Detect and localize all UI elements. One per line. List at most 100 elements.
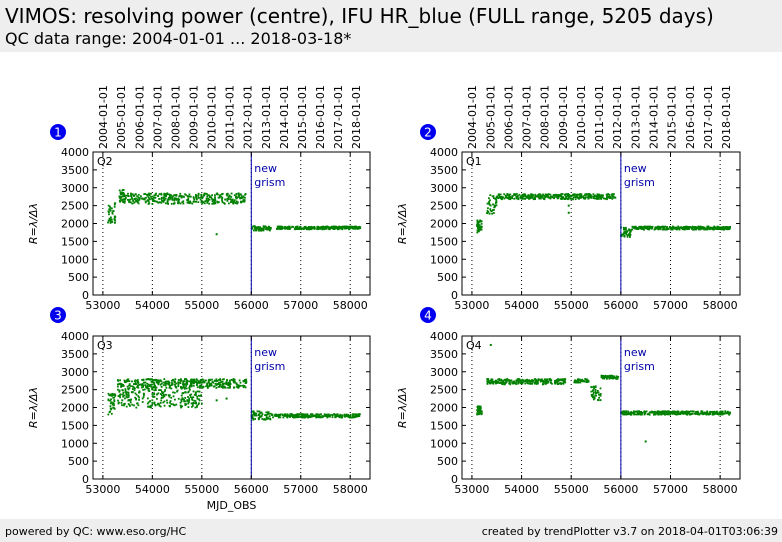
data-point	[236, 196, 239, 199]
data-point	[511, 197, 513, 200]
data-point	[142, 381, 145, 384]
data-point	[170, 194, 173, 197]
data-point	[636, 227, 639, 230]
data-point	[331, 416, 334, 418]
data-point	[143, 394, 145, 396]
data-point	[242, 386, 245, 389]
data-point	[229, 386, 231, 389]
data-point	[123, 404, 125, 407]
data-point	[345, 413, 348, 416]
data-point	[120, 402, 123, 404]
data-point	[162, 197, 165, 200]
data-point	[224, 198, 227, 201]
data-point	[496, 382, 499, 384]
data-point	[126, 194, 129, 197]
data-point	[669, 413, 671, 416]
data-point	[173, 197, 176, 199]
data-point	[538, 378, 541, 381]
data-point	[581, 380, 584, 383]
data-point	[266, 227, 269, 230]
data-point	[210, 198, 213, 200]
data-point	[146, 382, 148, 385]
data-point	[221, 381, 224, 383]
data-point	[147, 193, 149, 196]
data-point	[210, 384, 213, 387]
data-point	[165, 393, 167, 396]
data-point	[147, 389, 150, 392]
data-point	[183, 399, 185, 401]
data-point	[204, 192, 207, 195]
data-point	[549, 378, 552, 380]
plot-area	[462, 152, 740, 295]
data-point	[198, 380, 201, 383]
data-point	[260, 415, 263, 417]
data-point	[574, 198, 577, 201]
data-point	[216, 383, 218, 386]
data-point	[228, 196, 230, 198]
data-point	[292, 226, 295, 228]
data-point	[703, 228, 706, 231]
data-point	[113, 394, 116, 396]
data-point	[132, 194, 135, 197]
data-point	[707, 225, 710, 228]
data-point	[223, 385, 226, 388]
data-point	[232, 378, 235, 380]
data-point	[133, 389, 136, 392]
data-point	[478, 410, 480, 412]
data-point	[148, 193, 151, 196]
data-point	[282, 416, 285, 419]
data-point	[288, 228, 291, 230]
data-point	[582, 195, 585, 198]
data-point	[183, 387, 186, 390]
data-point	[296, 228, 299, 230]
data-point	[486, 378, 489, 380]
data-point	[129, 399, 132, 401]
data-point	[644, 412, 647, 415]
data-point	[121, 198, 124, 201]
data-point	[162, 384, 165, 387]
data-point	[701, 227, 704, 230]
data-point	[122, 198, 125, 201]
data-point	[703, 411, 706, 414]
data-point	[127, 388, 130, 391]
data-point	[245, 380, 248, 383]
data-point	[128, 201, 131, 204]
data-point	[711, 411, 714, 414]
y-tick-label: 4000	[61, 146, 89, 159]
data-point	[212, 201, 215, 204]
y-axis-label: R=λ/Δλ	[396, 203, 409, 244]
data-point	[476, 412, 479, 415]
data-point	[124, 200, 126, 203]
data-point	[171, 379, 173, 382]
data-point	[235, 197, 238, 200]
data-point	[556, 196, 559, 199]
x-tick-label: 54000	[135, 299, 170, 312]
data-point	[180, 386, 182, 388]
data-point	[477, 229, 480, 232]
data-point	[148, 405, 150, 408]
data-point	[197, 394, 200, 397]
page-subtitle: QC data range: 2004-01-01 ... 2018-03-18…	[5, 29, 352, 48]
data-point	[694, 226, 697, 228]
data-point	[617, 376, 620, 378]
data-point	[187, 195, 190, 198]
quadrant-label: Q1	[466, 155, 482, 168]
data-point	[136, 198, 139, 201]
data-point	[718, 413, 721, 416]
data-point	[323, 413, 326, 416]
data-point	[725, 228, 728, 231]
data-point	[108, 213, 110, 216]
data-point	[502, 381, 505, 384]
data-point	[489, 382, 491, 385]
data-point	[117, 385, 119, 388]
data-point	[702, 226, 704, 229]
data-point	[256, 227, 259, 230]
data-point	[643, 228, 645, 231]
data-point	[175, 382, 178, 385]
data-point	[597, 399, 600, 402]
data-point	[158, 404, 161, 407]
data-point	[252, 413, 255, 415]
data-point	[511, 381, 513, 384]
data-point	[112, 402, 114, 404]
data-point	[299, 415, 301, 418]
